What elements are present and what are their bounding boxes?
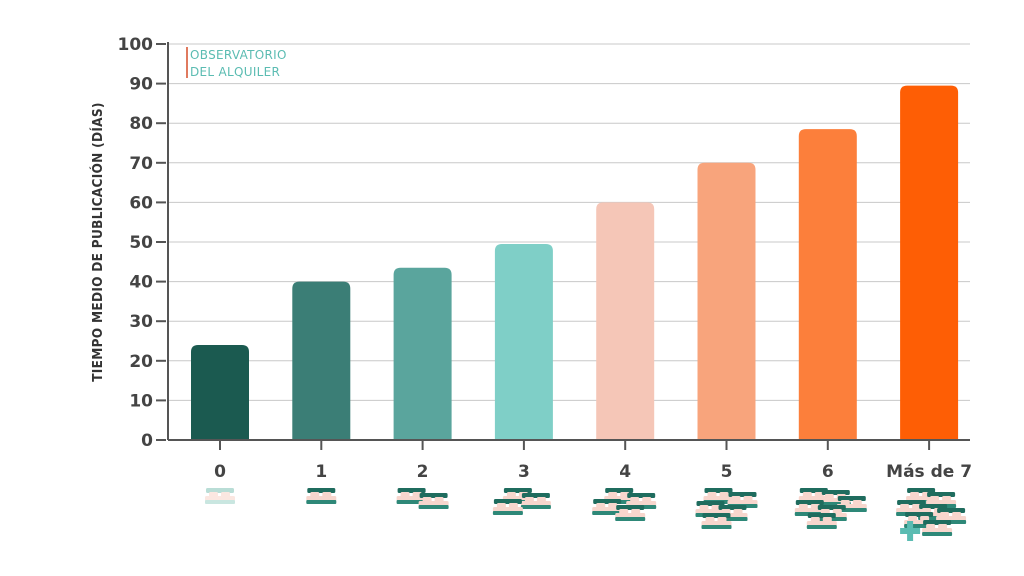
- bar: [393, 267, 452, 440]
- bed-icon: [896, 500, 927, 516]
- bed-icon: [615, 505, 646, 521]
- bed-icon-group: [205, 488, 235, 504]
- bed-icon: [703, 488, 734, 504]
- bar: [494, 243, 553, 440]
- brand-accent-bar: [186, 47, 188, 78]
- y-tick-label: 10: [129, 391, 153, 411]
- bar: [697, 162, 756, 441]
- bed-icon-group: [592, 488, 657, 521]
- x-tick-label: 0: [214, 462, 226, 482]
- y-tick-label: 30: [129, 312, 153, 332]
- bed-icon: [418, 493, 449, 509]
- bed-icons: [205, 488, 967, 541]
- y-tick-label: 80: [129, 114, 153, 134]
- y-tick-label: 40: [129, 273, 153, 293]
- y-axis-label: TIEMPO MEDIO DE PUBLICACIÓN (DÍAS): [88, 102, 106, 382]
- bed-icon: [520, 493, 551, 509]
- x-tick-label: 6: [822, 462, 834, 482]
- bed-icon: [836, 496, 867, 512]
- x-tick-label: 2: [417, 462, 429, 482]
- bed-icon-group: [396, 488, 449, 509]
- bed-icon: [306, 488, 337, 504]
- bed-icon: [592, 499, 623, 515]
- bed-icon-group: [896, 488, 967, 541]
- y-tick-label: 50: [129, 233, 153, 253]
- bed-icon: [205, 488, 235, 504]
- y-tick-label: 0: [141, 431, 153, 451]
- bed-icon: [492, 499, 523, 515]
- axes: 0 10 20 30 40 50 60 70 80 90 100 0 1 2 3 4 5 6 Más de 7: [118, 35, 973, 482]
- x-tick-label: 3: [518, 462, 530, 482]
- bar: [900, 85, 959, 440]
- plus-icon: [900, 521, 921, 541]
- bed-icon: [701, 513, 732, 529]
- bed-icon: [396, 488, 427, 504]
- x-tick-label: 1: [315, 462, 327, 482]
- x-tick-label: Más de 7: [886, 462, 972, 482]
- x-tick-label: 4: [619, 462, 631, 482]
- bed-icon: [806, 513, 837, 529]
- bar: [596, 202, 655, 440]
- brand-line-1: OBSERVATORIO: [190, 48, 287, 62]
- bar: [798, 129, 857, 440]
- y-tick-label: 90: [129, 75, 153, 95]
- bed-icon-group: [695, 488, 758, 529]
- brand-line-2: DEL ALQUILER: [190, 65, 280, 79]
- bed-icon-group: [306, 488, 337, 504]
- bed-icon-group: [492, 488, 551, 515]
- y-tick-label: 20: [129, 352, 153, 372]
- bed-icon-group: [794, 488, 867, 529]
- bar: [191, 344, 249, 440]
- y-tick-label: 70: [129, 154, 153, 174]
- bed-icon: [922, 520, 953, 536]
- bar: [292, 281, 351, 440]
- bars: [191, 85, 959, 441]
- x-tick-label: 5: [721, 462, 733, 482]
- brand-logo: OBSERVATORIO DEL ALQUILER: [186, 47, 287, 79]
- y-tick-label: 100: [118, 35, 154, 55]
- y-tick-label: 60: [129, 193, 153, 213]
